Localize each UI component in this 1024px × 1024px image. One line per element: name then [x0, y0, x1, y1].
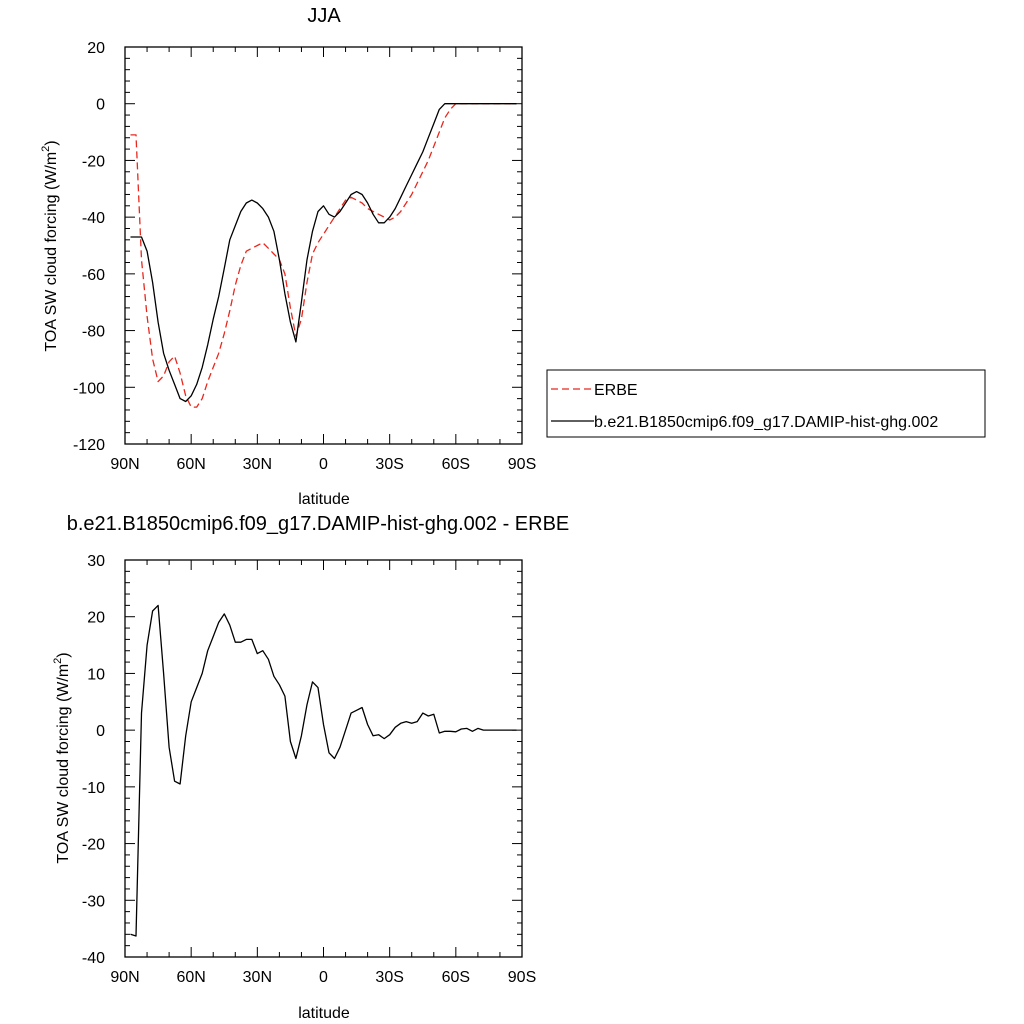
- top-ytick-label: 20: [87, 40, 105, 57]
- bottom-ytick-label: 10: [87, 666, 105, 683]
- bottom-ylabel-tail: ): [55, 652, 72, 657]
- top-ytick-label: -20: [82, 153, 105, 170]
- legend-frame: [546, 369, 986, 438]
- bottom-panel: b.e21.B1850cmip6.f09_g17.DAMIP-hist-ghg.…: [52, 513, 569, 1022]
- top-xtick-label: 30S: [375, 456, 403, 473]
- legend-label-model: b.e21.B1850cmip6.f09_g17.DAMIP-hist-ghg.…: [594, 414, 938, 431]
- top-title: JJA: [307, 5, 341, 27]
- bottom-xtick-label: 0: [319, 969, 328, 986]
- bottom-ytick-label: 20: [87, 610, 105, 627]
- top-ytick-label: -60: [82, 267, 105, 284]
- bottom-ytick-label: -10: [82, 780, 105, 797]
- top-ylabel-sup: 2: [40, 146, 52, 152]
- bottom-plot-area: 90N 60N 30N 0 30S 60S 90S 30 20 10 0 -10 -20 -30 -40: [82, 553, 536, 986]
- bottom-ylabel: TOA SW cloud forcing (W/m2): [52, 652, 72, 863]
- top-xtick-label: 90N: [110, 456, 139, 473]
- bottom-ylabel-sup: 2: [52, 658, 64, 664]
- bottom-ylabel-main: TOA SW cloud forcing (W/m: [55, 664, 72, 864]
- top-ylabel-main: TOA SW cloud forcing (W/m: [43, 152, 60, 352]
- bottom-ytick-label: 0: [96, 723, 105, 740]
- bottom-xtick-label: 90S: [508, 969, 536, 986]
- bottom-xtick-label: 30S: [375, 969, 403, 986]
- bottom-series-0-line: [130, 604, 517, 937]
- top-xlabel: latitude: [298, 491, 350, 508]
- top-xtick-label: 30N: [243, 456, 272, 473]
- top-xtick-label: 60S: [442, 456, 470, 473]
- top-series-1-line: [130, 103, 517, 403]
- bottom-title: b.e21.B1850cmip6.f09_g17.DAMIP-hist-ghg.…: [67, 513, 570, 535]
- top-xtick-label: 60N: [176, 456, 205, 473]
- bottom-xtick-label: 90N: [110, 969, 139, 986]
- top-series-0-line: [130, 103, 517, 408]
- bottom-xtick-label: 60S: [442, 969, 470, 986]
- bottom-ytick-label: -20: [82, 837, 105, 854]
- top-panel: JJA 90N 60N 30N 0 30S 60S 90S 20 0 -20 -40 -60 -80 -1…: [40, 5, 536, 508]
- top-ytick-label: -40: [82, 210, 105, 227]
- legend-label-erbe: ERBE: [594, 382, 638, 399]
- top-ytick-label: -100: [73, 380, 105, 397]
- top-frame: [124, 46, 523, 445]
- top-ylabel-tail: ): [43, 140, 60, 145]
- bottom-xlabel: latitude: [298, 1005, 350, 1022]
- bottom-ytick-label: -30: [82, 893, 105, 910]
- bottom-ytick-label: -40: [82, 950, 105, 967]
- top-ytick-label: -80: [82, 324, 105, 341]
- top-ytick-label: 0: [96, 97, 105, 114]
- top-plot-area: 90N 60N 30N 0 30S 60S 90S 20 0 -20 -40 -60 -80 -100 -1…: [73, 40, 536, 473]
- top-ylabel: TOA SW cloud forcing (W/m2): [40, 140, 60, 351]
- bottom-xtick-label: 60N: [176, 969, 205, 986]
- bottom-frame: [124, 559, 523, 958]
- top-xtick-label: 90S: [508, 456, 536, 473]
- top-xtick-label: 0: [319, 456, 328, 473]
- top-ytick-label: -120: [73, 437, 105, 454]
- legend: ERBE b.e21.B1850cmip6.f09_g17.DAMIP-hist…: [546, 369, 986, 438]
- bottom-xtick-label: 30N: [243, 969, 272, 986]
- bottom-ytick-label: 30: [87, 553, 105, 570]
